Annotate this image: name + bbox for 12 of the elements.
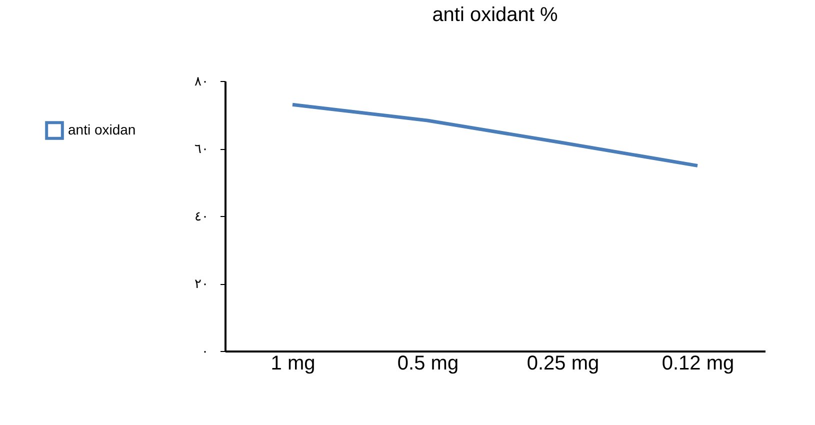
y-tick-label: ٢٠ (194, 277, 208, 292)
x-tick-label: 1 mg (270, 352, 316, 374)
legend-label: anti oxidan (68, 122, 136, 138)
x-tick-label: 0.5 mg (397, 352, 459, 374)
x-tick-label: 0.12 mg (662, 352, 734, 374)
line-series (290, 102, 700, 168)
y-tick-label: ٤٠ (194, 210, 208, 224)
x-tick-label: 0.25 mg (526, 352, 600, 374)
y-tick-label: ٦٠ (194, 142, 208, 157)
y-tick-label: ٨٠ (194, 74, 208, 90)
chart-title: anti oxidant % (432, 4, 558, 26)
y-tick-label: ٠ (202, 344, 208, 360)
